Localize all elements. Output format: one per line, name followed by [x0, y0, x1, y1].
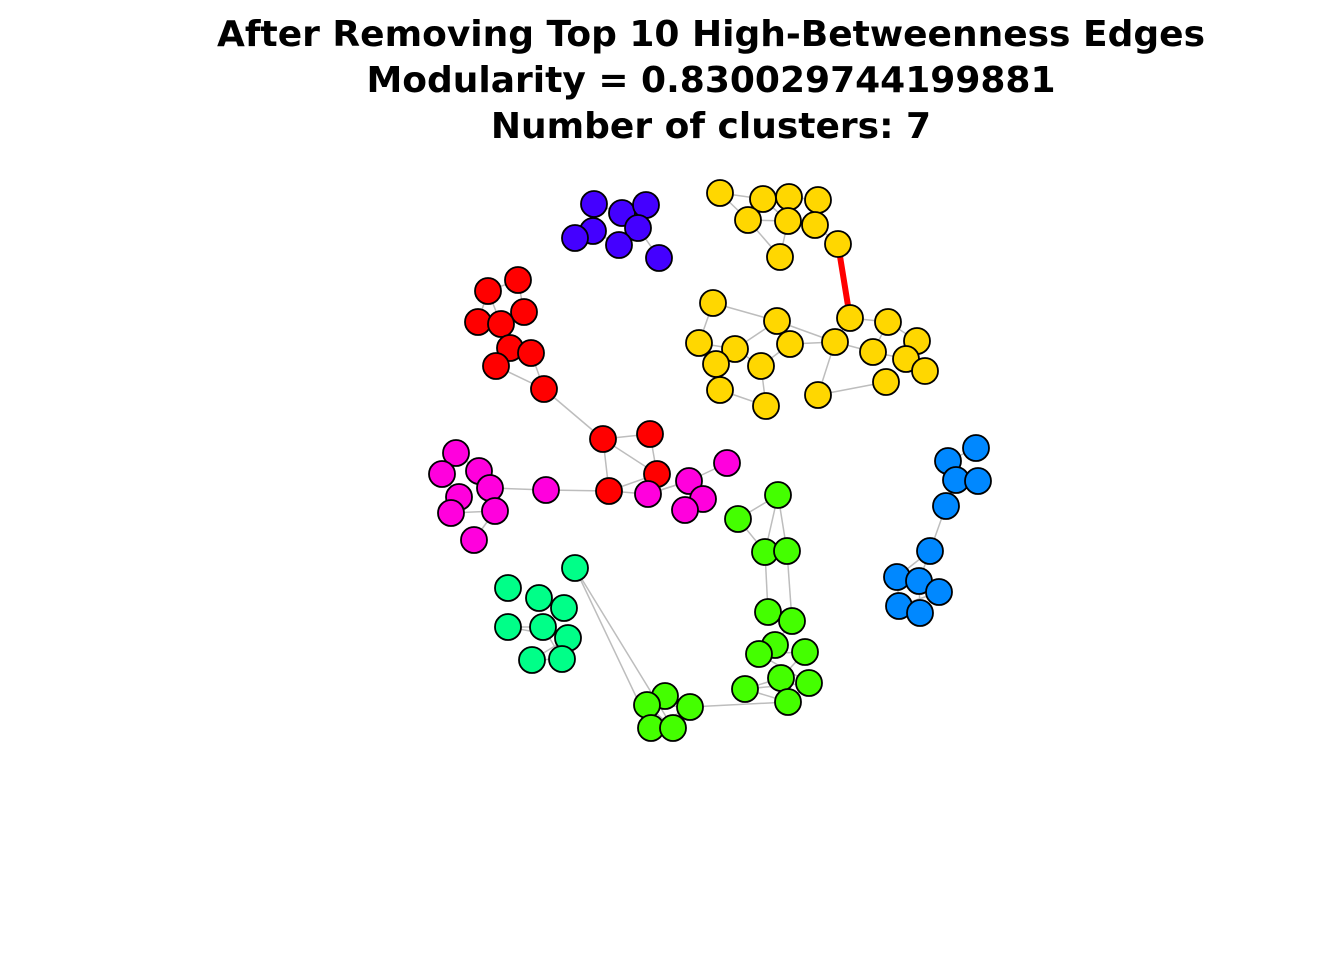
- graph-node-yellow: [804, 381, 832, 409]
- graph-node-yellow: [911, 357, 939, 385]
- graph-node-green: [754, 598, 782, 626]
- graph-node-teal: [561, 554, 589, 582]
- graph-node-yellow: [706, 376, 734, 404]
- graph-node-green: [745, 640, 773, 668]
- graph-node-magenta: [634, 480, 662, 508]
- graph-node-blue: [925, 578, 953, 606]
- graph-node-yellow: [706, 179, 734, 207]
- graph-node-magenta: [428, 460, 456, 488]
- title-line-2-modularity: Modularity = 0.830029744199881: [366, 60, 1056, 101]
- graph-node-yellow: [685, 329, 713, 357]
- graph-node-purple: [624, 214, 652, 242]
- graph-node-green: [659, 714, 687, 742]
- graph-node-red: [517, 339, 545, 367]
- graph-node-yellow: [699, 289, 727, 317]
- graph-node-magenta: [671, 496, 699, 524]
- graph-node-yellow: [824, 230, 852, 258]
- graph-node-magenta: [532, 476, 560, 504]
- graph-node-blue: [932, 492, 960, 520]
- graph-node-teal: [529, 613, 557, 641]
- graph-node-red: [636, 420, 664, 448]
- graph-node-red: [464, 308, 492, 336]
- graph-node-yellow: [747, 352, 775, 380]
- graph-node-green: [724, 505, 752, 533]
- graph-node-yellow: [775, 183, 803, 211]
- graph-node-magenta: [481, 497, 509, 525]
- graph-node-yellow: [766, 243, 794, 271]
- graph-node-red: [530, 375, 558, 403]
- graph-node-green: [731, 675, 759, 703]
- graph-node-green: [773, 537, 801, 565]
- graph-node-green: [633, 691, 661, 719]
- title-line-1: After Removing Top 10 High-Betweenness E…: [217, 14, 1205, 55]
- graph-node-green: [774, 688, 802, 716]
- graph-node-green: [791, 638, 819, 666]
- graph-node-teal: [525, 584, 553, 612]
- graph-node-blue: [906, 599, 934, 627]
- graph-edge: [689, 701, 789, 708]
- graph-node-green: [767, 664, 795, 692]
- plot-title: After Removing Top 10 High-Betweenness E…: [0, 12, 1344, 150]
- graph-node-red: [504, 266, 532, 294]
- graph-node-red: [474, 277, 502, 305]
- graph-node-yellow: [734, 206, 762, 234]
- graph-node-yellow: [774, 207, 802, 235]
- graph-node-magenta: [442, 439, 470, 467]
- graph-node-green: [795, 669, 823, 697]
- graph-node-purple: [580, 190, 608, 218]
- graph-node-yellow: [763, 307, 791, 335]
- graph-node-yellow: [872, 368, 900, 396]
- graph-node-blue: [964, 467, 992, 495]
- graph-node-magenta: [460, 526, 488, 554]
- node-layer: [428, 179, 992, 742]
- graph-node-yellow: [801, 211, 829, 239]
- graph-node-red: [487, 310, 515, 338]
- graph-node-magenta: [713, 449, 741, 477]
- graph-node-yellow: [836, 304, 864, 332]
- graph-node-teal: [494, 574, 522, 602]
- graph-node-yellow: [821, 328, 849, 356]
- graph-node-teal: [518, 646, 546, 674]
- graph-node-blue: [916, 537, 944, 565]
- graph-node-teal: [494, 613, 522, 641]
- graph-node-purple: [605, 231, 633, 259]
- graph-node-yellow: [752, 392, 780, 420]
- graph-node-teal: [548, 645, 576, 673]
- graph-node-green: [764, 481, 792, 509]
- graph-node-purple: [632, 191, 660, 219]
- graph-node-red: [595, 477, 623, 505]
- graph-node-blue: [962, 434, 990, 462]
- graph-node-green: [676, 693, 704, 721]
- graph-node-red: [589, 425, 617, 453]
- graph-node-purple: [561, 224, 589, 252]
- graph-node-yellow: [721, 335, 749, 363]
- graph-node-green: [778, 607, 806, 635]
- graph-node-teal: [550, 594, 578, 622]
- graph-node-red: [510, 298, 538, 326]
- graph-node-yellow: [702, 350, 730, 378]
- graph-node-yellow: [874, 308, 902, 336]
- graph-node-yellow: [859, 338, 887, 366]
- graph-node-magenta: [437, 499, 465, 527]
- graph-node-yellow: [804, 186, 832, 214]
- graph-node-purple: [645, 244, 673, 272]
- title-line-3-cluster-count: Number of clusters: 7: [490, 106, 932, 147]
- graph-node-yellow: [776, 330, 804, 358]
- graph-node-red: [482, 352, 510, 380]
- graph-node-magenta: [476, 474, 504, 502]
